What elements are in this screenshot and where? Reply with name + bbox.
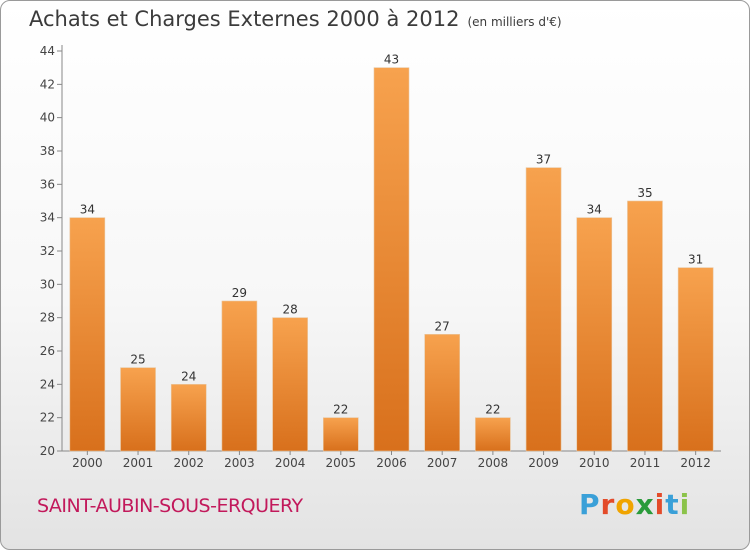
value-label-2009: 37: [536, 153, 551, 167]
logo-letter: i: [679, 488, 691, 521]
proxiti-logo: Proxiti: [579, 488, 690, 521]
x-tick-label-2004: 2004: [275, 456, 306, 470]
x-tick-label-2001: 2001: [123, 456, 154, 470]
value-label-2007: 27: [435, 319, 450, 333]
bar-2000: [69, 217, 106, 452]
bar-2009: [525, 167, 562, 452]
value-label-2002: 24: [181, 369, 196, 383]
x-tick-label-2005: 2005: [326, 456, 357, 470]
value-label-2008: 22: [485, 403, 500, 417]
y-tick-label: 28: [40, 311, 55, 325]
x-tick-label-2011: 2011: [630, 456, 661, 470]
logo-letter: o: [615, 488, 636, 521]
x-tick-label-2010: 2010: [579, 456, 610, 470]
y-tick-label: 30: [40, 277, 55, 291]
x-tick-label-2003: 2003: [224, 456, 255, 470]
bar-2003: [221, 300, 258, 452]
y-tick-label: 34: [40, 211, 55, 225]
value-label-2004: 28: [282, 303, 297, 317]
value-label-2010: 34: [587, 203, 602, 217]
y-tick-label: 44: [40, 44, 55, 58]
value-label-2005: 22: [333, 403, 348, 417]
value-label-2001: 25: [130, 353, 145, 367]
bar-2004: [272, 317, 308, 452]
bar-2001: [120, 367, 156, 452]
y-tick-label: 24: [40, 377, 55, 391]
chart-title: Achats et Charges Externes 2000 à 2012 (e…: [29, 7, 562, 31]
y-tick-label: 26: [40, 344, 55, 358]
commune-name: SAINT-AUBIN-SOUS-ERQUERY: [37, 495, 303, 517]
x-tick-label-2009: 2009: [528, 456, 559, 470]
bar-2002: [170, 384, 207, 452]
bar-2012: [677, 267, 714, 452]
x-tick-label-2012: 2012: [680, 456, 711, 470]
x-tick-label-2008: 2008: [478, 456, 509, 470]
bar-2011: [627, 200, 663, 452]
x-tick-label-2006: 2006: [376, 456, 407, 470]
y-tick-label: 42: [40, 77, 55, 91]
y-tick-label: 40: [40, 111, 55, 125]
logo-letter: i: [654, 488, 666, 521]
logo-letter: x: [635, 488, 655, 521]
chart-unit: (en milliers d'€): [467, 15, 562, 29]
y-tick-label: 22: [40, 411, 55, 425]
value-label-2012: 31: [688, 253, 703, 267]
value-label-2006: 43: [384, 53, 399, 67]
bar-2010: [576, 217, 613, 452]
value-label-2011: 35: [637, 186, 652, 200]
x-tick-label-2007: 2007: [427, 456, 458, 470]
logo-letter: t: [665, 488, 680, 521]
bar-2005: [323, 417, 359, 452]
x-tick-label-2000: 2000: [72, 456, 103, 470]
bar-2008: [475, 417, 511, 452]
y-tick-label: 36: [40, 177, 55, 191]
value-label-2003: 29: [232, 286, 247, 300]
chart-title-text: Achats et Charges Externes 2000 à 2012: [29, 7, 460, 31]
value-label-2000: 34: [80, 203, 95, 217]
x-tick-label-2002: 2002: [173, 456, 204, 470]
y-tick-label: 38: [40, 144, 55, 158]
logo-letter: r: [600, 488, 616, 521]
y-tick-label: 32: [40, 244, 55, 258]
bar-2007: [424, 334, 460, 452]
bar-2006: [373, 67, 410, 452]
y-tick-label: 20: [40, 444, 55, 458]
logo-letter: P: [579, 488, 601, 521]
